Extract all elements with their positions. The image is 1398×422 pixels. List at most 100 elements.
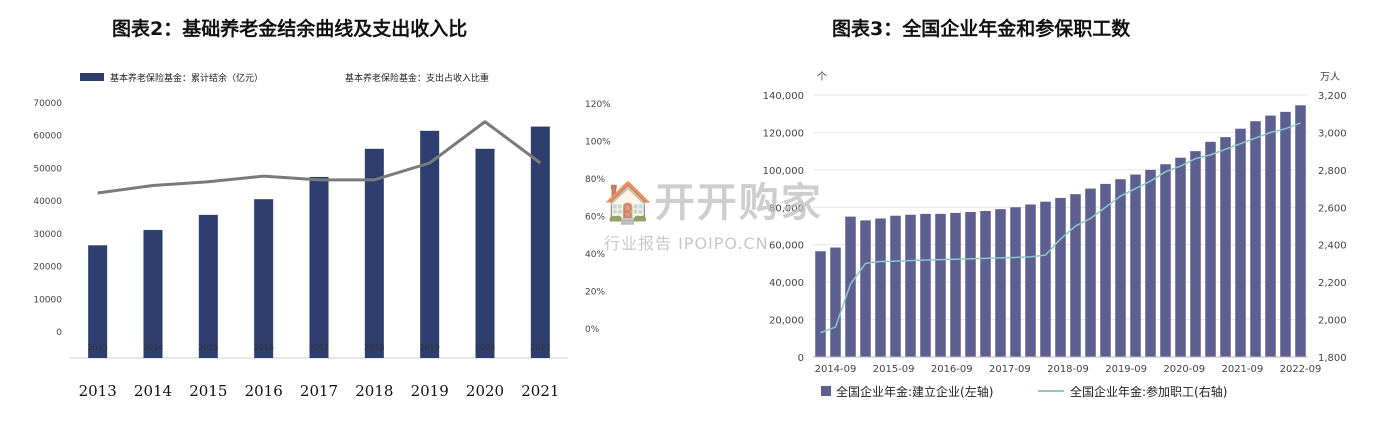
- y2-tick-label-right: 60%: [585, 213, 605, 223]
- bar-right: [1205, 141, 1216, 357]
- y2-tick-label-right: 2,000: [1318, 316, 1347, 327]
- chart-title-left: 图表2：基础养老金结余曲线及支出收入比: [112, 18, 468, 40]
- y-tick-label-left: 40000: [33, 197, 62, 207]
- x-tick-label-right: 2016-09: [931, 364, 973, 375]
- x-tick-label-right: 2019-09: [1105, 364, 1147, 375]
- bar-left-2015: [198, 214, 218, 358]
- y-tick-label-left: 60000: [33, 132, 62, 142]
- x-tick-label-right: 2018-09: [1047, 364, 1089, 375]
- y2-tick-label-right: 2,600: [1318, 203, 1347, 214]
- bar-inner-year-label: 2017: [309, 343, 329, 352]
- bar-right: [920, 213, 931, 357]
- y2-tick-label-right: 120%: [585, 100, 611, 110]
- bar-left-2016: [254, 199, 274, 358]
- y2-tick-label-right: 100%: [585, 138, 611, 148]
- legend-label-bar: 全国企业年金:建立企业(左轴): [836, 384, 993, 399]
- bar-left-2019: [420, 130, 440, 358]
- bar-inner-year-label: 2019: [419, 343, 439, 352]
- y-axis-unit-right: 万人: [1320, 71, 1340, 83]
- bar-right: [995, 209, 1006, 357]
- y-tick-label-left: 120,000: [763, 128, 804, 139]
- x-tick-label-left: 2014: [134, 382, 172, 400]
- y-axis-unit-left: 个: [817, 71, 827, 83]
- x-tick-label-right: 2017-09: [989, 364, 1031, 375]
- bar-right: [1010, 207, 1021, 357]
- series-line-participants: [820, 122, 1301, 334]
- y-tick-label-left: 50000: [33, 164, 62, 174]
- bar-right: [1235, 128, 1246, 357]
- x-tick-label-left: 2020: [466, 382, 504, 400]
- bar-right: [1220, 137, 1231, 357]
- bar-right: [1295, 105, 1306, 358]
- bar-right: [1070, 194, 1081, 357]
- y-tick-label-left: 100,000: [763, 166, 804, 177]
- watermark-logo: 🏠开开购家: [603, 180, 823, 226]
- y-tick-label-left: 30000: [33, 230, 62, 240]
- y2-tick-label-right: 40%: [585, 250, 605, 260]
- legend-label-line: 全国企业年金:参加职工(右轴): [1070, 384, 1227, 399]
- y-tick-label-left: 10000: [33, 295, 62, 305]
- y2-tick-label-right: 1,800: [1318, 353, 1347, 364]
- y2-tick-label-right: 20%: [585, 288, 605, 298]
- bar-right: [1115, 179, 1126, 357]
- y2-tick-label-right: 3,200: [1318, 91, 1347, 102]
- x-tick-label-right: 2022-09: [1280, 364, 1322, 375]
- x-tick-label-left: 2019: [411, 382, 449, 400]
- x-tick-label-right: 2014-09: [815, 364, 857, 375]
- bar-inner-year-label: 2016: [253, 343, 273, 352]
- bar-right: [1100, 183, 1111, 357]
- y-tick-label-left: 140,000: [763, 91, 804, 102]
- bar-right: [845, 216, 856, 357]
- bar-right: [1025, 204, 1036, 357]
- watermark-caption: 行业报告 IPOIPO.CN: [604, 234, 769, 253]
- legend-label-line: 基本养老保险基金：支出占收入比重: [345, 72, 489, 84]
- bar-inner-year-label: 2018: [364, 343, 384, 352]
- bar-inner-year-label: 2015: [198, 343, 218, 352]
- bar-right: [1160, 164, 1171, 357]
- bar-left-2018: [364, 148, 384, 358]
- bar-right: [965, 211, 976, 357]
- bar-right: [830, 247, 841, 357]
- chart-left-svg: 70000 60000 50000 40000 30000 20000 10000 0 120%…: [33, 72, 611, 400]
- series-line-expense-ratio: [97, 120, 542, 195]
- chart-panel-left: 图表2：基础养老金结余曲线及支出收入比 70000 60000 50000 40000…: [33, 18, 611, 400]
- x-tick-label-left: 2021: [521, 382, 559, 400]
- bar-right: [890, 215, 901, 357]
- x-tick-label-left: 2013: [79, 382, 117, 400]
- x-tick-label-left: 2015: [189, 382, 227, 400]
- y-tick-label-left: 20,000: [769, 316, 804, 327]
- bar-left-2017: [309, 176, 329, 358]
- bar-right: [935, 213, 946, 357]
- x-tick-label-left: 2018: [355, 382, 393, 400]
- bar-right: [1085, 188, 1096, 357]
- bar-right: [1280, 111, 1291, 357]
- y2-tick-label-right: 80%: [585, 175, 605, 185]
- x-tick-label-left: 2017: [300, 382, 338, 400]
- y-tick-label-left: 40,000: [769, 278, 804, 289]
- x-tick-label-right: 2020-09: [1163, 364, 1205, 375]
- bar-left-2020: [475, 148, 495, 358]
- bar-right: [1175, 157, 1186, 357]
- bar-right: [1250, 121, 1261, 357]
- y2-tick-label-right: 0%: [585, 325, 600, 335]
- y2-tick-label-right: 2,800: [1318, 166, 1347, 177]
- bar-left-2013: [88, 245, 108, 358]
- legend-swatch-bar: [80, 73, 104, 81]
- y-tick-label-left: 60,000: [769, 241, 804, 252]
- bar-right: [1040, 201, 1051, 357]
- bar-right: [875, 218, 886, 357]
- bar-left-2021: [530, 126, 550, 358]
- chart-title-right: 图表3：全国企业年金和参保职工数: [832, 18, 1131, 40]
- bar-right: [1190, 151, 1201, 357]
- bar-right: [1130, 174, 1141, 357]
- bar-left-2014: [143, 229, 163, 358]
- bar-inner-year-label: 2020: [475, 343, 495, 352]
- bar-inner-year-label: 2021: [530, 343, 550, 352]
- y-tick-label-left: 80,000: [769, 203, 804, 214]
- bar-inner-year-label: 2013: [87, 343, 107, 352]
- y2-tick-label-right: 3,000: [1318, 128, 1347, 139]
- chart-panel-right: 图表3：全国企业年金和参保职工数 140,000 120,000 100,000 80…: [700, 0, 1398, 422]
- bar-right: [1055, 197, 1066, 357]
- bar-right: [950, 212, 961, 357]
- y-tick-label-left: 70000: [33, 99, 62, 109]
